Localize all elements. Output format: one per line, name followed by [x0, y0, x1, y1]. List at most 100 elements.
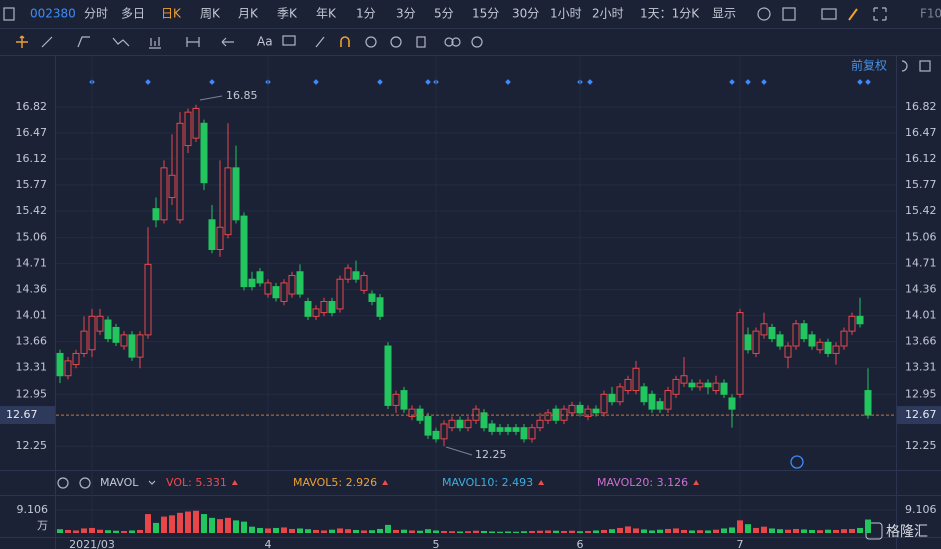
event-marker: [145, 79, 151, 85]
volume-bar: [129, 530, 135, 533]
y-tick-label: 16.12: [905, 152, 937, 165]
adjust-toggle[interactable]: 前复权: [851, 58, 887, 73]
event-marker: [745, 79, 751, 85]
sidebar-toggle[interactable]: [3, 7, 15, 21]
volume-bar: [569, 530, 575, 533]
volume-bar: [585, 530, 591, 533]
candle-body: [688, 382, 696, 388]
dropdown-arrow[interactable]: [148, 480, 156, 485]
candle-body: [568, 404, 576, 414]
delete-tool[interactable]: [416, 36, 426, 48]
legend-entry: MAVOL20: 3.126: [597, 476, 688, 489]
period-tab[interactable]: 5分: [434, 7, 454, 21]
channel-tool[interactable]: [77, 36, 90, 48]
volume-bar: [105, 530, 111, 533]
period-tab[interactable]: 15分: [472, 7, 499, 21]
candle-body: [640, 386, 648, 403]
candle-body: [840, 330, 848, 347]
close-indicator[interactable]: [79, 477, 91, 489]
volume-bar: [681, 529, 687, 533]
settings[interactable]: [57, 477, 69, 489]
interval-select[interactable]: 1天：1分K: [640, 7, 700, 21]
volume-bar: [457, 531, 463, 533]
y-tick-label: 15.42: [16, 204, 48, 217]
period-tab[interactable]: 年K: [316, 7, 337, 21]
candle-body: [96, 315, 104, 332]
candle-body: [168, 174, 176, 199]
volume-bar: [561, 530, 567, 533]
legend-entry: VOL: 5.331: [166, 476, 227, 489]
settings[interactable]: [471, 36, 483, 48]
period-tab[interactable]: 2小时: [592, 7, 624, 21]
volume-bar: [297, 528, 303, 533]
screenshot[interactable]: [821, 8, 837, 20]
undo[interactable]: [901, 60, 908, 72]
volume-bar: [713, 529, 719, 533]
y-tick-label: 14.01: [905, 309, 937, 322]
checkbox[interactable]: [782, 7, 796, 21]
y-tick-label: 16.82: [905, 100, 937, 113]
period-tab[interactable]: 3分: [396, 7, 416, 21]
hide-tool[interactable]: [390, 36, 402, 48]
candle-body: [104, 319, 112, 340]
measure-tool[interactable]: [186, 37, 200, 47]
volume-bar: [481, 530, 487, 533]
y-tick-label: 14.36: [16, 283, 48, 296]
candle-body: [528, 427, 536, 440]
period-tab[interactable]: 月K: [238, 7, 259, 21]
period-tab[interactable]: 日K: [161, 7, 182, 21]
candle-body: [432, 430, 440, 440]
link-tool[interactable]: [451, 37, 461, 47]
period-tab[interactable]: 季K: [277, 7, 298, 21]
legend-entry: MAVOL10: 2.493: [442, 476, 533, 489]
candle-body: [464, 419, 472, 429]
candle-body: [208, 219, 216, 251]
move-tool[interactable]: [16, 35, 28, 48]
volume-bar: [729, 527, 735, 533]
period-tab[interactable]: 1分: [356, 7, 376, 21]
candle-body: [440, 423, 448, 440]
note-tool[interactable]: [282, 35, 296, 46]
period-tab[interactable]: 分时: [84, 7, 108, 21]
volume-bar: [553, 530, 559, 533]
event-marker: [209, 79, 215, 85]
period-tab[interactable]: 1小时: [550, 7, 582, 21]
candle-body: [392, 393, 400, 406]
candle-body: [248, 278, 256, 288]
f10-button[interactable]: F10: [920, 7, 941, 21]
event-icon[interactable]: [790, 455, 804, 469]
volume-bar: [641, 529, 647, 533]
volume-bar: [113, 530, 119, 533]
draw-toggle[interactable]: [848, 8, 858, 21]
fullscreen[interactable]: [873, 7, 887, 21]
stock-code[interactable]: 002380: [30, 7, 76, 21]
arrow-tool[interactable]: [221, 37, 234, 47]
candle-body: [664, 390, 672, 410]
period-tab[interactable]: 30分: [512, 7, 539, 21]
period-tab[interactable]: 多日: [121, 7, 145, 21]
period-tab[interactable]: 周K: [200, 7, 221, 21]
link-tool[interactable]: [444, 37, 454, 47]
volume-bar: [169, 515, 175, 533]
pencil-tool[interactable]: [315, 36, 325, 48]
y-tick-label: 16.47: [905, 126, 937, 139]
magnet-tool[interactable]: [340, 36, 350, 47]
wave-tool[interactable]: [112, 37, 130, 47]
fib-tool[interactable]: [149, 37, 161, 49]
candle-body: [512, 427, 520, 432]
reset[interactable]: [919, 60, 931, 72]
line-tool[interactable]: [41, 36, 53, 48]
last-price-label: 12.67: [905, 408, 937, 421]
volume-bar: [145, 514, 151, 533]
lock-tool[interactable]: [365, 36, 377, 48]
indicator-name[interactable]: MAVOL: [100, 476, 139, 489]
settings[interactable]: [757, 7, 771, 21]
candle-body: [264, 282, 272, 295]
volume-bar: [833, 529, 839, 533]
display-menu[interactable]: 显示: [712, 7, 736, 21]
text-tool[interactable]: Aa: [257, 35, 273, 49]
candle-body: [232, 167, 240, 221]
candle-body: [544, 412, 552, 421]
candle-body: [704, 382, 712, 388]
